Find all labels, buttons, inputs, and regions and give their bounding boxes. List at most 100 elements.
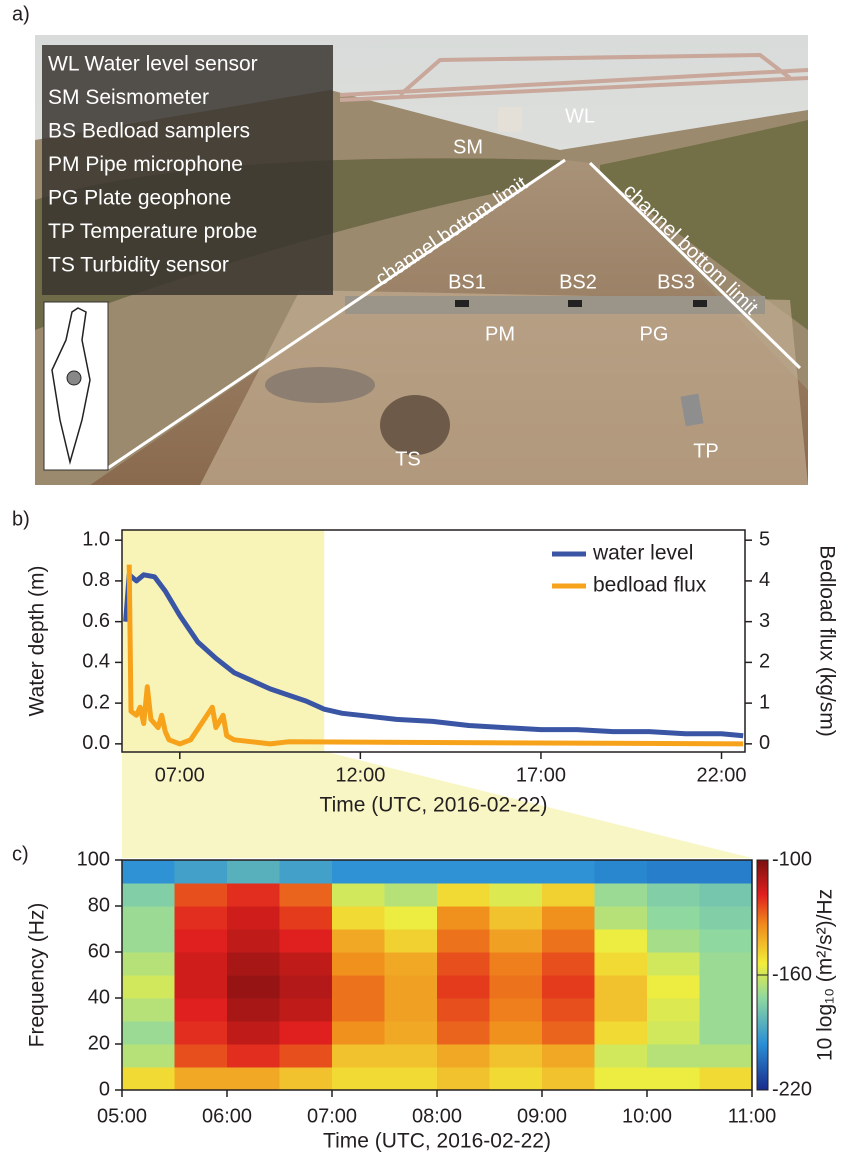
heat-cell — [384, 1067, 438, 1091]
legend-label: water level — [592, 542, 693, 565]
heat-cell — [279, 929, 333, 953]
heat-cell — [227, 929, 280, 953]
y2-tick-label: 2 — [759, 651, 770, 673]
heat-cell — [279, 975, 333, 999]
legend-entry: WL Water level sensor — [48, 53, 258, 76]
heat-cell — [594, 1044, 648, 1068]
heat-cell — [384, 883, 438, 907]
site-label: WL — [565, 105, 595, 127]
x-tick-label: 07:00 — [155, 764, 205, 786]
heat-cell — [542, 1021, 595, 1045]
y2-tick-label: 5 — [759, 528, 770, 550]
heat-cell — [594, 1021, 648, 1045]
heat-cell — [699, 929, 753, 953]
y2-tick-label: 3 — [759, 610, 770, 632]
site-label: TP — [693, 440, 719, 462]
heat-cell — [384, 975, 438, 999]
plot-frame — [121, 529, 746, 753]
y-tick-label: 40 — [88, 986, 110, 1008]
heat-cell — [699, 998, 753, 1022]
heat-cell — [174, 906, 228, 930]
colorbar-tick-label: -220 — [772, 1078, 812, 1100]
heat-cell — [437, 929, 490, 953]
heat-cell — [174, 998, 228, 1022]
heat-cell — [594, 998, 648, 1022]
y-tick-label: 20 — [88, 1032, 110, 1054]
y-tick-label: 1.0 — [82, 528, 110, 550]
colorbar-title: 10 log₁₀ (m²/s²)/Hz — [814, 889, 837, 1061]
heat-cell — [647, 975, 700, 999]
panel-label: a) — [12, 3, 30, 25]
heat-cell — [279, 998, 333, 1022]
heat-cell — [227, 952, 280, 976]
heat-cell — [699, 1044, 753, 1068]
heat-cell — [174, 1021, 228, 1045]
heat-cell — [594, 952, 648, 976]
panel-label: b) — [12, 508, 30, 530]
legend-label: bedload flux — [593, 574, 707, 597]
heat-cell — [542, 952, 595, 976]
x-tick-label: 09:00 — [517, 1105, 567, 1127]
heat-cell — [384, 860, 438, 884]
heat-cell — [279, 883, 333, 907]
heat-cell — [279, 1044, 333, 1068]
y2-tick-label: 1 — [759, 691, 770, 713]
heat-cell — [174, 975, 228, 999]
heat-cell — [384, 1044, 438, 1068]
heat-cell — [384, 929, 438, 953]
x-tick-label: 17:00 — [516, 764, 566, 786]
heat-cell — [699, 860, 753, 884]
x-tick-label: 10:00 — [622, 1105, 672, 1127]
heat-cell — [332, 998, 385, 1022]
y-tick-label: 0.8 — [82, 569, 110, 591]
legend-entry: PM Pipe microphone — [48, 153, 243, 176]
heat-cell — [122, 998, 175, 1022]
heat-cell — [542, 1067, 595, 1091]
heat-cell — [122, 975, 175, 999]
heat-cell — [122, 1067, 175, 1091]
x-tick-label: 05:00 — [97, 1105, 147, 1127]
y-tick-label: 0.0 — [82, 732, 110, 754]
heat-cell — [647, 929, 700, 953]
colorbar-tick-label: -160 — [772, 963, 812, 985]
heat-cell — [279, 906, 333, 930]
heat-cell — [174, 1044, 228, 1068]
heat-cell — [279, 860, 333, 884]
heat-cell — [227, 860, 280, 884]
heat-cell — [122, 1044, 175, 1068]
heat-cell — [489, 975, 543, 999]
heat-cell — [437, 1044, 490, 1068]
heat-cell — [699, 1067, 753, 1091]
data-line — [126, 564, 744, 747]
x-tick-label: 07:00 — [307, 1105, 357, 1127]
y-tick-label: 0 — [99, 1078, 110, 1100]
heat-cell — [489, 1021, 543, 1045]
heat-cell — [384, 998, 438, 1022]
x-tick-label: 12:00 — [335, 764, 385, 786]
heat-cell — [227, 1044, 280, 1068]
heat-cell — [279, 1021, 333, 1045]
heat-cell — [437, 1067, 490, 1091]
heat-cell — [437, 906, 490, 930]
heat-cell — [174, 1067, 228, 1091]
heat-cell — [542, 998, 595, 1022]
x-tick-label: 06:00 — [202, 1105, 252, 1127]
y2-tick-label: 4 — [759, 569, 770, 591]
site-label: PM — [485, 323, 515, 345]
heat-cell — [594, 860, 648, 884]
y2-axis-title: Bedload flux (kg/sm) — [815, 545, 838, 736]
x-tick-label: 08:00 — [412, 1105, 462, 1127]
heat-cell — [437, 860, 490, 884]
heat-cell — [227, 998, 280, 1022]
heat-cell — [489, 1067, 543, 1091]
heat-cell — [437, 952, 490, 976]
heat-cell — [489, 952, 543, 976]
site-label: PG — [640, 323, 669, 345]
y-tick-label: 80 — [88, 894, 110, 916]
heat-cell — [174, 929, 228, 953]
heat-cell — [279, 1067, 333, 1091]
heat-cell — [174, 883, 228, 907]
heat-cell — [647, 1067, 700, 1091]
heat-cell — [332, 929, 385, 953]
heat-cell — [647, 1021, 700, 1045]
